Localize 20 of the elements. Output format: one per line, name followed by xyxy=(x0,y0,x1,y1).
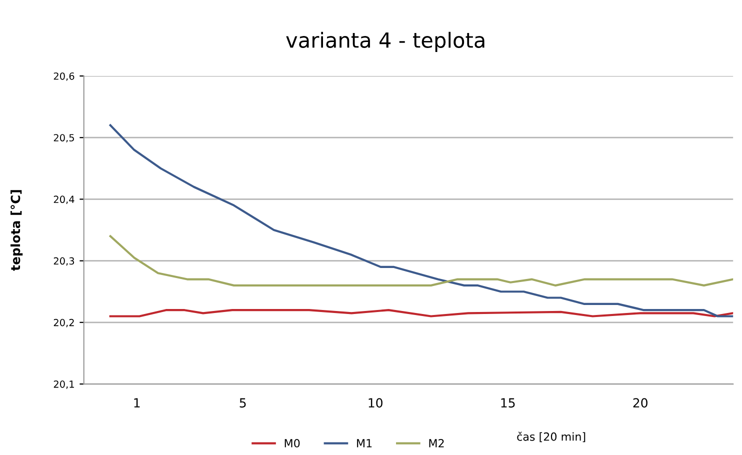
y-tick-label: 20,6 xyxy=(54,72,74,81)
legend-label: M0 xyxy=(284,438,300,448)
y-tick-label: 20,2 xyxy=(54,318,74,328)
y-tick-label: 20,4 xyxy=(54,196,74,204)
x-tick-label: 1 xyxy=(134,398,140,408)
line-series xyxy=(109,235,734,286)
x-tick-label: 5 xyxy=(240,398,246,408)
legend-label: M2 xyxy=(429,438,444,448)
legend-label: M1 xyxy=(357,439,372,448)
chart-title: varianta 4 - teplota xyxy=(286,32,484,52)
x-tick-label: 20 xyxy=(633,398,648,408)
line-series xyxy=(109,124,734,318)
x-axis-title: čas [20 min] xyxy=(517,432,586,442)
y-tick-label: 20,1 xyxy=(54,380,74,389)
x-tick-label: 10 xyxy=(368,398,382,408)
x-tick-label: 15 xyxy=(501,398,515,408)
y-axis-title: teplota [°C] xyxy=(10,190,23,271)
line-series xyxy=(109,309,734,318)
y-tick-label: 20,3 xyxy=(54,257,74,266)
y-tick-label: 20,5 xyxy=(54,134,74,142)
